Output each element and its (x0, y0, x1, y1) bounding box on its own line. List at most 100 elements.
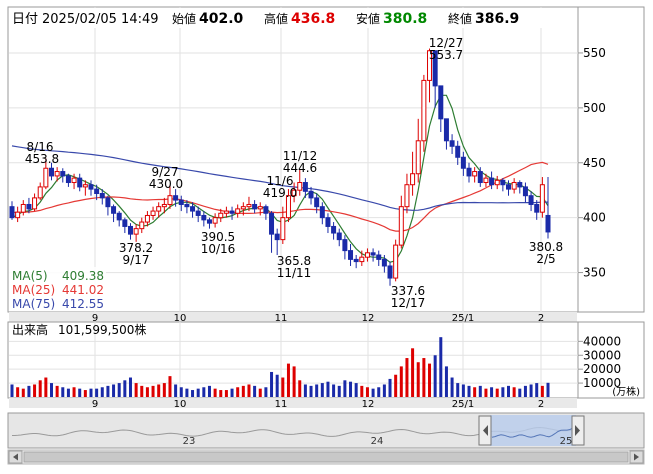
volume-bar (422, 358, 426, 397)
candle-body (280, 217, 286, 241)
candle-body (522, 186, 528, 197)
candle (545, 177, 551, 239)
volume-bar (230, 388, 234, 397)
candle-body (88, 184, 94, 190)
volume-bar (196, 388, 200, 397)
volume-bar (117, 383, 121, 397)
volume-bar (191, 390, 195, 397)
x-axis-band (9, 312, 577, 322)
volume-bar (100, 387, 104, 397)
candle-body (257, 206, 263, 210)
ma5-value: 409.38 (62, 269, 104, 283)
candle-body (71, 177, 77, 184)
candle-body (26, 203, 32, 210)
annotation-date: 11/12 (283, 149, 318, 163)
scroll-left-icon[interactable] (13, 453, 18, 461)
candle (139, 217, 145, 234)
volume-bar (95, 388, 99, 397)
candle-body (111, 206, 117, 214)
volume-bar (168, 376, 172, 397)
volume-bar (535, 383, 539, 397)
candle (122, 217, 128, 234)
x-tick-label: 10 (174, 313, 187, 324)
candle-body (364, 252, 370, 258)
candle-body (229, 210, 235, 214)
candle (201, 211, 207, 227)
scrollbar-thumb[interactable] (23, 451, 629, 463)
candle (331, 222, 337, 240)
volume-bar (38, 380, 42, 397)
volume-bar (292, 366, 296, 397)
volume-bar (439, 337, 443, 397)
candle (195, 206, 201, 223)
volume-tick-label: 30000 (583, 348, 621, 362)
volume-bar (501, 387, 505, 397)
candle-body (32, 197, 38, 210)
volume-bar (411, 348, 415, 397)
candle (246, 196, 252, 212)
candle-body (449, 140, 455, 147)
candle-body (94, 188, 100, 195)
candle-body (291, 189, 297, 197)
annotation-date: 2/5 (536, 252, 555, 266)
header-bar (9, 8, 577, 28)
volume-bar (394, 374, 398, 397)
candle (494, 175, 500, 190)
candle-body (48, 167, 54, 177)
ma-legend: MA(5) 409.38 MA(25) 441.02 MA(75) 412.55 (9, 267, 106, 311)
candle (252, 200, 258, 214)
candle (173, 189, 179, 207)
candle-body (489, 177, 495, 186)
candle (161, 197, 167, 214)
volume-bar (78, 388, 82, 397)
horizontal-scrollbar[interactable] (7, 449, 645, 465)
scroll-right-icon[interactable] (634, 453, 639, 461)
candle (432, 50, 438, 108)
volume-bars (10, 337, 550, 397)
candle (421, 74, 427, 152)
candle (342, 235, 348, 260)
candle (314, 193, 320, 214)
navigator-label: 24 (371, 436, 384, 447)
volume-bar (461, 384, 465, 397)
annotation-date: 11/6 (267, 174, 294, 188)
volume-bar (444, 366, 448, 397)
candle (99, 189, 105, 205)
volume-bar (185, 388, 189, 397)
volume-bar (326, 381, 330, 397)
volume-bar (140, 385, 144, 397)
candle (15, 206, 21, 223)
candle (319, 202, 325, 225)
annotation-value: 365.8 (277, 254, 311, 268)
navigator-right-handle[interactable] (571, 415, 585, 446)
volume-bar (162, 383, 166, 397)
candle (229, 206, 235, 220)
volume-bar (388, 378, 392, 397)
volume-bar (315, 384, 319, 397)
annotation-value: 444.6 (283, 161, 317, 175)
candle-body (331, 225, 337, 234)
navigator-left-handle[interactable] (478, 415, 492, 446)
candle-body (421, 79, 427, 142)
candle-body (545, 214, 551, 233)
volume-bar (495, 388, 499, 397)
price-tick-label: 500 (583, 101, 606, 115)
candle-body (274, 233, 280, 241)
candle (280, 206, 286, 245)
candle (32, 193, 38, 212)
candle (116, 211, 122, 227)
candle (359, 250, 365, 266)
candle-body (116, 212, 122, 221)
candle-body (285, 195, 291, 219)
candle-body (195, 210, 201, 216)
candle (43, 158, 49, 190)
navigator-label: 25 (560, 436, 573, 447)
candle-body (342, 239, 348, 252)
price-tick-label: 350 (583, 266, 606, 280)
candle (370, 248, 376, 262)
volume-bar (202, 387, 206, 397)
candle (77, 173, 83, 192)
candle-body (223, 210, 229, 214)
candle-body (353, 258, 359, 263)
low-label: 安値 (356, 11, 380, 26)
